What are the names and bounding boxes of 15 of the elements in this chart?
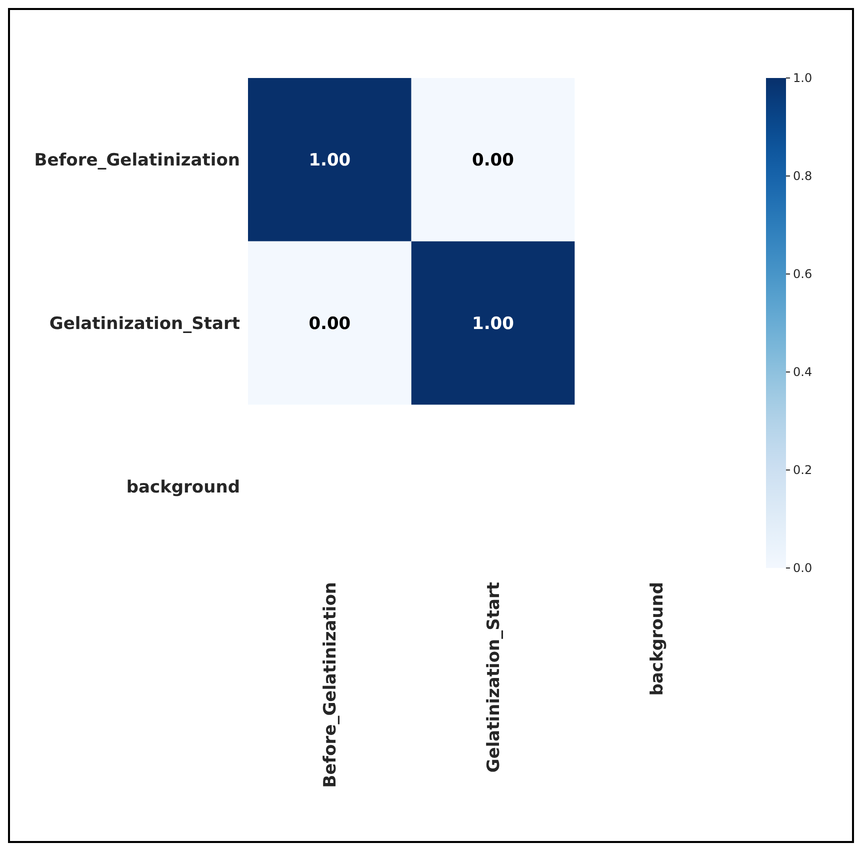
x-tick-label: Gelatinization_Start — [484, 582, 504, 773]
color-bar-label: 0.0 — [793, 561, 812, 576]
data-label: 0.00 — [472, 150, 514, 171]
x-tick-label: background — [647, 582, 668, 696]
color-bar-label: 0.4 — [793, 365, 812, 380]
color-bar-label: 0.2 — [793, 463, 812, 478]
data-label: 0.00 — [308, 314, 351, 334]
y-tick-label: Gelatinization_Start — [49, 314, 240, 334]
color-bar-label: 1.0 — [793, 71, 812, 86]
y-tick-label: background — [126, 477, 240, 498]
data-label: 1.00 — [308, 150, 351, 171]
color-bar-label: 0.6 — [793, 267, 812, 282]
y-tick-label: Before_Gelatinization — [34, 150, 240, 171]
color-bar-label: 0.8 — [793, 169, 812, 184]
data-label: 1.00 — [472, 314, 514, 334]
